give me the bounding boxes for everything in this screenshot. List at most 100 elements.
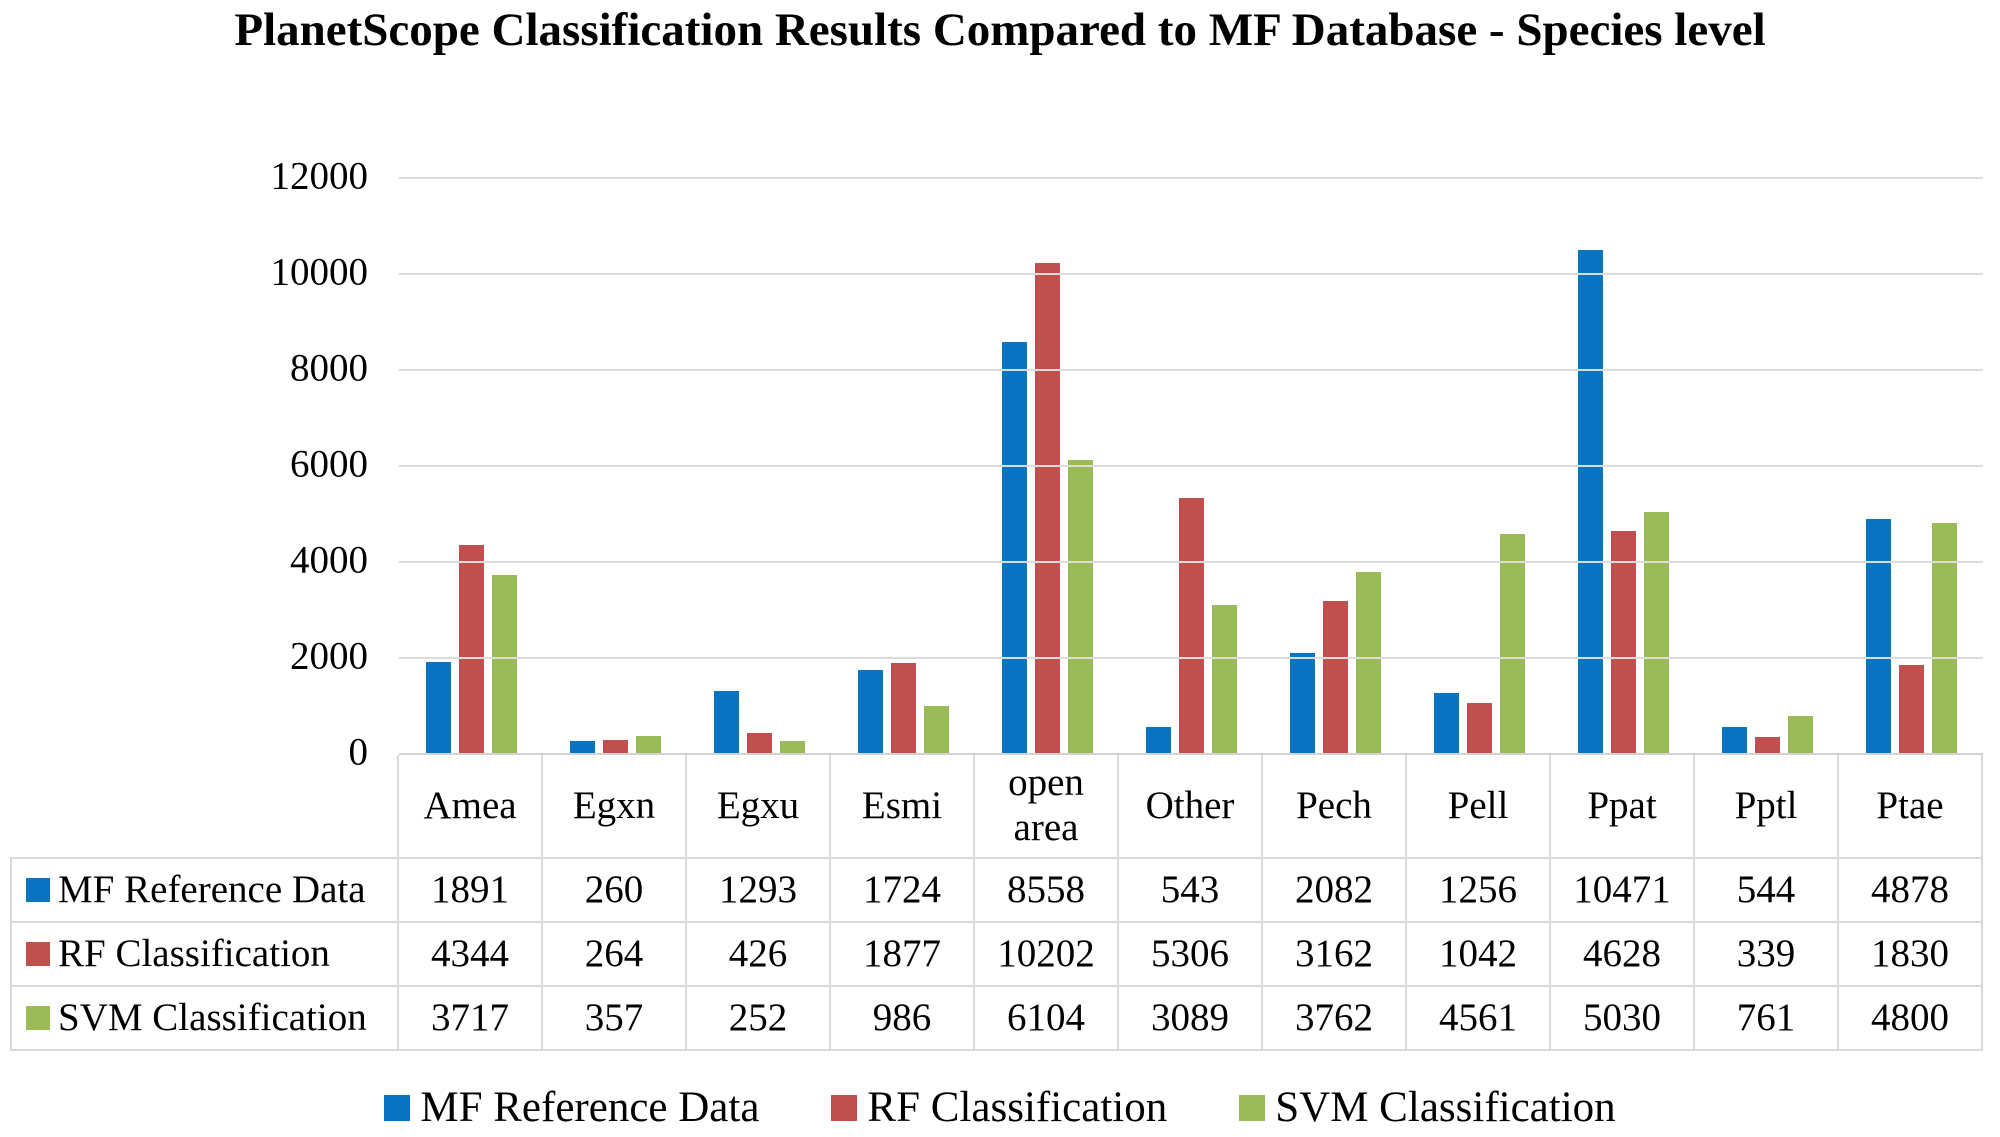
table-header-cell: Ptae [1839,755,1983,859]
table-header-cell: open area [975,755,1119,859]
table-value-cell: 543 [1119,859,1263,923]
bar [923,705,949,753]
bar [746,732,772,753]
table-value-cell: 761 [1695,987,1839,1051]
bar-group-ppat [1551,177,1695,753]
table-header-cell: Pell [1407,755,1551,859]
bar [1355,572,1381,753]
y-axis-tick-label: 12000 [270,154,369,198]
table-value-cell: 1724 [831,859,975,923]
legend-label: RF Classification [867,1084,1168,1131]
gridline [399,369,1983,371]
series-label: MF Reference Data [58,867,366,911]
bar [635,735,661,753]
table-value-cell: 4878 [1839,859,1983,923]
table-value-cell: 1042 [1407,923,1551,987]
table-value-cell: 426 [687,923,831,987]
bar [569,740,595,753]
series-key-swatch-icon [26,942,50,966]
table-value-cell: 1830 [1839,923,1983,987]
series-label: SVM Classification [58,995,367,1039]
bar [1178,498,1204,753]
bar-group-esmi [831,177,975,753]
table-value-cell: 3762 [1263,987,1407,1051]
bar [1721,726,1747,753]
table-header-cell: Ppat [1551,755,1695,859]
bar [1610,530,1636,753]
legend-label: MF Reference Data [420,1084,760,1131]
series-label: RF Classification [58,931,330,975]
bar [425,662,451,753]
table-value-cell: 1877 [831,923,975,987]
bar-group-open-area [975,177,1119,753]
table-value-cell: 986 [831,987,975,1051]
series-key-swatch-icon [26,1006,50,1030]
table-header-cell: Egxu [687,755,831,859]
bar-group-other [1119,177,1263,753]
table-header-cell: Egxn [543,755,687,859]
bar [779,740,805,753]
table-value-cell: 8558 [975,859,1119,923]
gridline [399,273,1983,275]
gridline [399,177,1983,179]
table-value-cell: 357 [543,987,687,1051]
bar-group-pptl [1695,177,1839,753]
bar-group-pell [1407,177,1551,753]
bar-series-container [399,177,1983,753]
bar [458,544,484,753]
y-axis-tick-label: 10000 [270,250,369,294]
bar-group-egxn [543,177,687,753]
legend-swatch-icon [384,1094,411,1121]
bar [1898,665,1924,753]
y-axis-tick-label: 4000 [290,538,368,582]
bar [1289,653,1315,753]
bar [1211,604,1237,753]
bar [1754,736,1780,753]
y-axis-tick-label: 0 [348,730,369,774]
table-value-cell: 2082 [1263,859,1407,923]
table-value-cell: 3162 [1263,923,1407,987]
table-value-cell: 544 [1695,859,1839,923]
table-header-cell: Pptl [1695,755,1839,859]
series-label-cell: MF Reference Data [10,859,399,923]
bar [1787,716,1813,753]
legend-swatch-icon [1239,1094,1266,1121]
bar [1001,342,1027,753]
bar [1577,250,1603,753]
bar [713,690,739,753]
table-value-cell: 4344 [399,923,543,987]
legend-item: SVM Classification [1239,1083,1616,1132]
table-value-cell: 1891 [399,859,543,923]
legend-label: SVM Classification [1275,1084,1616,1131]
chart-title: PlanetScope Classification Results Compa… [234,4,1766,56]
bar [1931,522,1957,753]
table-header-cell: Pech [1263,755,1407,859]
table-value-cell: 339 [1695,923,1839,987]
legend-swatch-icon [831,1094,858,1121]
plot-area [399,177,1983,755]
data-table: Amea Egxn Egxu Esmi open area Other Pech Pell Pp… [10,755,1983,1051]
bar [1643,511,1669,753]
bar-group-egxu [687,177,831,753]
series-key-swatch-icon [26,878,50,902]
legend-item: MF Reference Data [384,1083,759,1132]
y-axis: 12000 10000 8000 6000 4000 2000 0 [0,155,369,774]
bar [857,670,883,753]
table-value-cell: 1293 [687,859,831,923]
bar [1433,692,1459,753]
bar [1067,460,1093,753]
bar [1145,726,1171,753]
bar [602,740,628,753]
legend-item: RF Classification [831,1083,1167,1132]
bar [1034,263,1060,753]
y-axis-tick-label: 2000 [290,634,368,678]
bar [1466,702,1492,753]
table-value-cell: 4628 [1551,923,1695,987]
gridline [399,657,1983,659]
table-header-cell: Amea [399,755,543,859]
table-header-cell: Other [1119,755,1263,859]
table-value-cell: 4800 [1839,987,1983,1051]
series-label-cell: RF Classification [10,923,399,987]
table-value-cell: 260 [543,859,687,923]
